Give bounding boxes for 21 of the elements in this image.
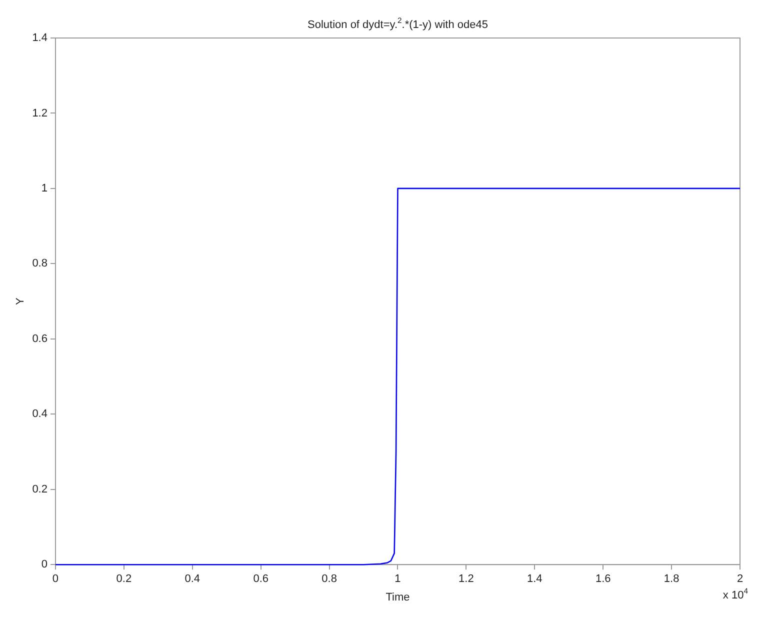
x-tick-label: 0.6	[253, 573, 268, 586]
y-tick-label: 0.4	[32, 408, 48, 420]
x-tick-label: 0.4	[184, 573, 200, 586]
y-axis-title: Y	[14, 296, 27, 305]
x-tick-label: 1.6	[595, 573, 611, 586]
x-tick-label: 2	[736, 573, 744, 586]
x-tick-label: 1.4	[527, 573, 542, 586]
y-tick-label: 0.6	[32, 332, 48, 345]
y-tick-label: 1	[41, 182, 48, 194]
x-tick-label: 1.8	[664, 573, 680, 586]
y-tick-label: 0.2	[32, 483, 48, 496]
x-tick-label: 1	[394, 573, 401, 586]
y-tick-label: 0.8	[32, 258, 48, 270]
y-tick-label: 1.4	[32, 32, 48, 44]
x-axis-title: Time	[386, 591, 410, 604]
x-tick-label: 0.2	[116, 573, 132, 586]
x-tick-label: 0.8	[322, 573, 337, 586]
y-tick-label: 1.2	[32, 107, 48, 120]
y-tick-label: 0	[41, 558, 48, 571]
x-tick-label: 0	[52, 573, 59, 586]
x-tick-label: 1.2	[458, 573, 474, 586]
